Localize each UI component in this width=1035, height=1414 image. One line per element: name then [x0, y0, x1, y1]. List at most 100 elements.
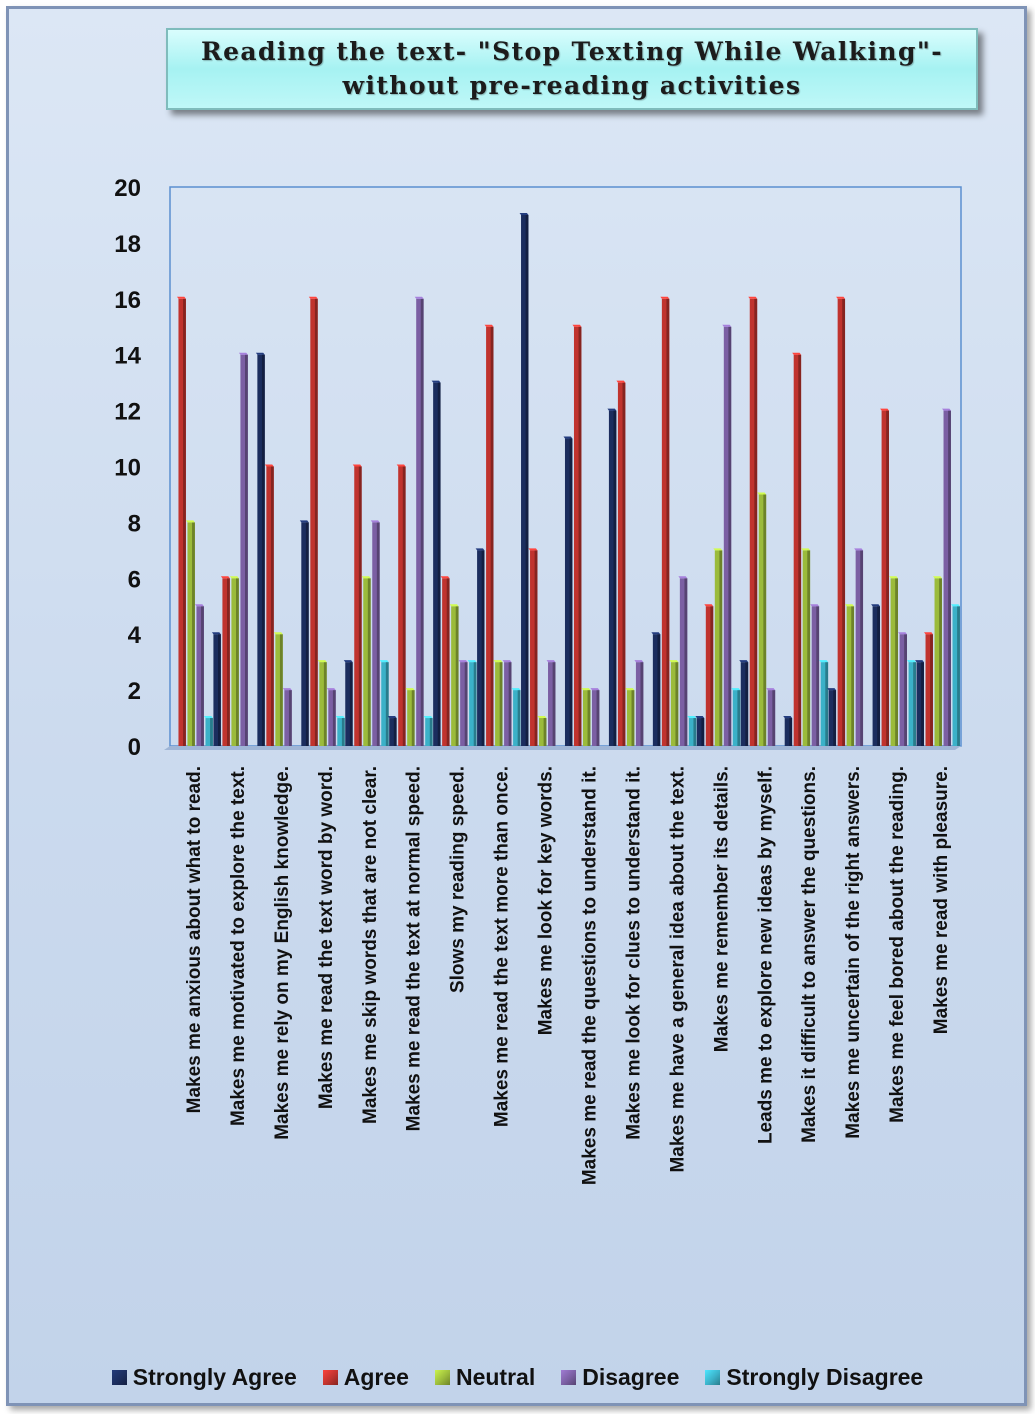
bar-neutral: [187, 522, 195, 746]
bar-agree-side: [666, 298, 670, 746]
bar-agree: [310, 298, 318, 746]
bar-strongly-disagree-side: [210, 718, 213, 746]
y-tick-label: 14: [114, 343, 141, 370]
bar-neutral-top: [581, 688, 591, 691]
bar-strongly-agree-side: [921, 662, 924, 746]
bar-neutral: [319, 662, 327, 746]
bar-agree: [266, 466, 274, 746]
bar-agree: [705, 606, 714, 746]
bar-strongly-agree-top: [387, 716, 397, 719]
bar-strongly-agree: [916, 662, 924, 746]
bar-neutral-top: [493, 660, 503, 663]
bar-neutral: [231, 578, 239, 746]
bar-agree-top: [704, 604, 714, 607]
category-label: Makes me read the text more than once.: [492, 766, 513, 1127]
bar-strongly-disagree-side: [825, 662, 829, 746]
bar-neutral-top: [405, 688, 415, 691]
bar-neutral: [451, 606, 459, 746]
bar-strongly-agree-top: [915, 660, 924, 663]
bar-disagree: [723, 326, 732, 746]
bar-strongly-agree: [696, 718, 705, 746]
chart-title-box: Reading the text- "Stop Texting While Wa…: [166, 28, 978, 110]
bar-disagree-top: [194, 604, 204, 607]
bar-neutral-top: [537, 716, 547, 719]
bar-neutral-side: [631, 690, 635, 746]
bar-strongly-disagree: [820, 662, 829, 746]
bar-neutral: [714, 550, 723, 746]
legend-swatch: [111, 1369, 127, 1385]
bar-strongly-agree-top: [871, 604, 880, 607]
bar-neutral-side: [851, 606, 855, 746]
bar-disagree-side: [684, 578, 688, 746]
bar-agree: [573, 326, 582, 746]
bar-strongly-disagree-side: [957, 606, 960, 746]
bar-agree: [749, 298, 758, 746]
bar-strongly-agree-side: [789, 718, 793, 746]
category-label: Makes it difficult to answer the questio…: [799, 766, 820, 1143]
bar-agree-top: [836, 296, 846, 299]
bar-agree-side: [798, 354, 802, 746]
bar-strongly-disagree-top: [907, 660, 916, 663]
bar-neutral: [582, 690, 591, 746]
bar-neutral-top: [625, 688, 635, 691]
bar-disagree-side: [596, 690, 600, 746]
bar-agree-top: [572, 324, 582, 327]
bar-disagree: [943, 410, 951, 746]
bar-strongly-agree-top: [343, 660, 353, 663]
bar-neutral-top: [889, 576, 898, 579]
bar-neutral-side: [411, 690, 415, 746]
bar-agree-side: [534, 550, 538, 746]
bar-disagree-side: [376, 522, 380, 746]
legend-label: Strongly Agree: [132, 1363, 297, 1390]
bar-neutral-top: [273, 632, 283, 635]
legend-swatch: [322, 1369, 338, 1385]
bar-agree: [617, 382, 626, 746]
bar-disagree-side: [464, 662, 468, 746]
bar-agree: [925, 634, 933, 746]
legend-label: Disagree: [582, 1363, 680, 1390]
bar-agree-side: [754, 298, 758, 746]
bar-disagree: [284, 690, 292, 746]
bar-disagree-side: [728, 326, 732, 746]
bar-strongly-agree-side: [701, 718, 705, 746]
bar-agree: [178, 298, 186, 746]
bar-strongly-agree-side: [569, 438, 573, 746]
bar-neutral-side: [719, 550, 723, 746]
bar-agree-top: [792, 352, 802, 355]
bar-strongly-agree-top: [695, 716, 705, 719]
bar-strongly-disagree-side: [693, 718, 697, 746]
bar-neutral-side: [763, 494, 767, 746]
chart-title-line-1: Reading the text- "Stop Texting While Wa…: [200, 37, 944, 66]
bar-disagree: [767, 690, 776, 746]
bar-strongly-disagree: [469, 662, 477, 746]
category-label: Makes me read the text word by word.: [316, 766, 337, 1109]
bar-disagree: [591, 690, 600, 746]
bar-neutral: [758, 494, 767, 746]
bar-strongly-agree: [301, 522, 309, 746]
bar-agree-side: [710, 606, 714, 746]
bar-strongly-disagree-top: [511, 688, 521, 691]
bar-neutral-top: [449, 604, 459, 607]
bar-disagree-side: [640, 662, 644, 746]
bar-strongly-disagree-side: [341, 718, 345, 746]
legend-item: Neutral: [434, 1364, 535, 1391]
y-tick-label: 0: [128, 734, 141, 761]
bar-neutral: [934, 578, 942, 746]
bar-disagree-top: [854, 548, 864, 551]
bar-strongly-agree-side: [218, 634, 221, 746]
bar-neutral: [670, 662, 679, 746]
category-label: Makes me read the questions to understan…: [579, 766, 600, 1185]
bar-neutral-top: [229, 576, 239, 579]
bar-agree-side: [402, 466, 406, 746]
bar-strongly-agree-top: [783, 716, 793, 719]
bar-agree-side: [842, 298, 846, 746]
category-label: Makes me skip words that are not clear.: [360, 766, 381, 1124]
bar-strongly-agree-side: [393, 718, 397, 746]
bar-strongly-agree: [389, 718, 397, 746]
bar-neutral: [407, 690, 415, 746]
bar-agree-top: [924, 632, 933, 635]
bar-strongly-agree: [345, 662, 353, 746]
bar-agree: [354, 466, 362, 746]
bar-disagree-top: [766, 688, 776, 691]
bar-strongly-agree: [521, 214, 529, 746]
